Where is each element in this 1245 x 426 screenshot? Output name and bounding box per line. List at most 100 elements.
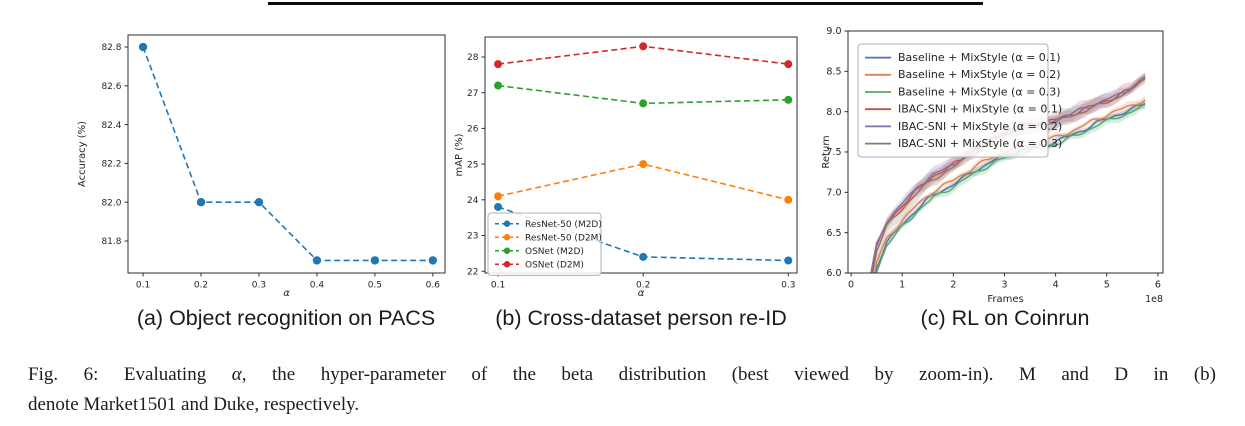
y-tick-label: 25 — [467, 160, 478, 170]
legend-swatch-marker — [503, 261, 511, 268]
series-band — [870, 72, 1146, 273]
axis-offset-label: 1e8 — [1145, 294, 1163, 305]
caption-prefix: Fig. 6: Evaluating — [28, 364, 232, 385]
series-marker — [784, 60, 793, 69]
legend-swatch-marker — [503, 234, 511, 241]
y-tick-label: 81.8 — [101, 237, 121, 247]
subcaption-b: (b) Cross-dataset person re-ID — [495, 306, 787, 330]
legend-label: Baseline + MixStyle (α = 0.2) — [898, 68, 1061, 81]
y-tick-label: 8.0 — [826, 107, 841, 118]
figure-caption-line1: Fig. 6: Evaluating α, the hyper-paramete… — [28, 360, 1216, 390]
y-tick-label: 82.4 — [101, 121, 121, 131]
chart-rl-coinrun: 0 1 2 3 4 5 6 6.0 6.5 7.0 7.5 8.0 8.5 9.0 Frames Return… — [821, 26, 1164, 305]
series-marker — [254, 198, 264, 207]
axes: 0.1 0.2 0.3 0.4 0.5 0.6 81.8 82.0 82.2 82.4 82.6 82… — [77, 43, 440, 299]
series-group — [138, 42, 438, 265]
table-bottom-rule — [268, 2, 983, 5]
x-tick-label: 4 — [1053, 280, 1059, 291]
x-tick-label: 0.3 — [252, 281, 266, 291]
x-tick-label: 0 — [848, 280, 854, 291]
legend-label: Baseline + MixStyle (α = 0.1) — [898, 51, 1061, 64]
series-line — [142, 46, 433, 262]
x-tick-label: 0.2 — [194, 281, 208, 291]
y-tick-label: 82.2 — [101, 160, 121, 170]
y-tick-label: 6.5 — [826, 228, 841, 239]
legend-label: ResNet-50 (D2M) — [525, 234, 602, 244]
y-tick-label: 7.0 — [826, 188, 841, 199]
x-tick-label: 0.1 — [491, 281, 505, 291]
y-tick-label: 82.8 — [101, 43, 121, 53]
chart-reid-map: 0.1 0.2 0.3 22 23 24 25 26 27 28 α mAP (%) ResNet-50… — [454, 36, 798, 299]
y-tick-label: 7.5 — [826, 147, 841, 158]
series-marker — [428, 256, 438, 265]
caption-suffix: , the hyper-parameter of the beta distri… — [241, 364, 1217, 385]
y-tick-label: 27 — [467, 89, 478, 99]
series-group — [870, 72, 1146, 273]
legend-label: Baseline + MixStyle (α = 0.3) — [898, 85, 1061, 98]
legend-label: OSNet (M2D) — [525, 247, 584, 257]
caption-alpha-symbol: α — [231, 364, 242, 385]
y-tick-label: 24 — [467, 196, 479, 206]
series-marker — [784, 195, 793, 204]
subcaption-a: (a) Object recognition on PACS — [136, 306, 436, 330]
legend-swatch-marker — [503, 247, 511, 254]
x-axis-label: Frames — [987, 294, 1023, 305]
y-tick-label: 82.6 — [101, 82, 121, 92]
legend: ResNet-50 (M2D) ResNet-50 (D2M) OSNet (M2D… — [487, 212, 602, 276]
legend-box — [857, 43, 1049, 158]
chart-pacs-accuracy: 0.1 0.2 0.3 0.4 0.5 0.6 81.8 82.0 82.2 82.4 82.6 82… — [77, 34, 446, 299]
legend-label: IBAC-SNI + MixStyle (α = 0.3) — [898, 137, 1062, 150]
x-tick-label: 0.2 — [636, 281, 650, 291]
y-tick-label: 23 — [467, 232, 478, 242]
legend-label: ResNet-50 (M2D) — [525, 220, 602, 230]
figure-caption-line2: denote Market1501 and Duke, respectively… — [28, 394, 360, 415]
plot-frame — [484, 36, 798, 274]
plot-frame — [847, 30, 1164, 274]
x-axis-label: α — [283, 288, 290, 299]
series-marker — [784, 95, 793, 104]
series-group — [494, 42, 793, 265]
x-tick-label: 6 — [1155, 280, 1161, 291]
series-marker — [639, 160, 648, 169]
series-band — [875, 98, 1146, 273]
x-tick-label: 0.6 — [426, 281, 441, 291]
y-tick-label: 28 — [467, 53, 479, 63]
y-tick-label: 82.0 — [101, 198, 121, 208]
series-band — [873, 95, 1146, 273]
series-marker — [196, 198, 206, 207]
legend: Baseline + MixStyle (α = 0.1) Baseline + … — [857, 43, 1062, 158]
y-tick-label: 8.5 — [826, 67, 841, 78]
y-axis-label: Return — [821, 135, 832, 168]
x-tick-label: 0.4 — [310, 281, 325, 291]
series-line — [497, 163, 789, 201]
x-tick-label: 2 — [950, 280, 956, 291]
series-marker — [639, 42, 648, 51]
series-marker — [639, 252, 648, 261]
x-tick-label: 0.1 — [136, 281, 150, 291]
figure-caption: Fig. 6: Evaluating α, the hyper-paramete… — [28, 360, 1216, 420]
legend-label: IBAC-SNI + MixStyle (α = 0.2) — [898, 120, 1062, 133]
y-tick-label: 9.0 — [826, 26, 841, 37]
legend-swatch-marker — [503, 220, 511, 227]
legend-label: OSNet (D2M) — [525, 261, 584, 271]
series-marker — [494, 60, 503, 69]
series-marker — [784, 256, 793, 265]
subcaption-c: (c) RL on Coinrun — [920, 306, 1090, 330]
x-tick-label: 0.3 — [781, 281, 795, 291]
y-axis-label: mAP (%) — [454, 133, 465, 176]
series-marker — [312, 256, 322, 265]
legend-box — [487, 212, 602, 276]
series-marker — [494, 81, 503, 90]
x-tick-label: 0.5 — [368, 281, 382, 291]
series-marker — [494, 192, 503, 201]
x-tick-label: 3 — [1001, 280, 1007, 291]
axes: 0.1 0.2 0.3 22 23 24 25 26 27 28 α mAP (%) — [454, 53, 795, 299]
x-tick-label: 5 — [1104, 280, 1110, 291]
y-tick-label: 26 — [467, 125, 479, 135]
series-marker — [639, 99, 648, 108]
legend-label: IBAC-SNI + MixStyle (α = 0.1) — [898, 103, 1062, 116]
series-marker — [494, 202, 503, 211]
axes: 0 1 2 3 4 5 6 6.0 6.5 7.0 7.5 8.0 8.5 9.0 Frames Return… — [821, 26, 1163, 305]
series-marker — [370, 256, 380, 265]
